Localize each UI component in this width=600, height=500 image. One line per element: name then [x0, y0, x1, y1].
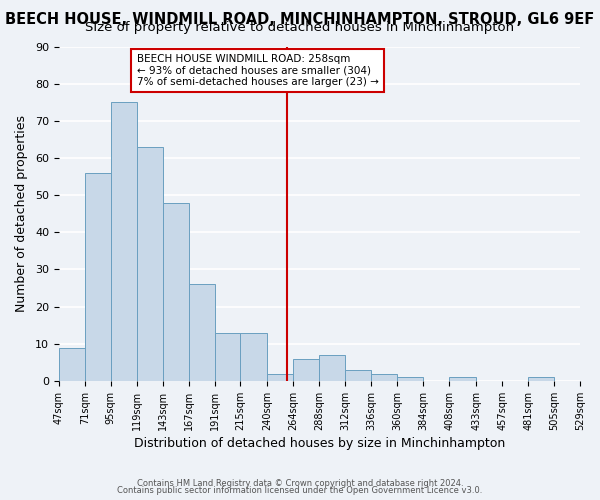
- Bar: [110, 102, 137, 381]
- Bar: [319, 355, 346, 381]
- Bar: [268, 374, 293, 381]
- Bar: [528, 377, 554, 381]
- Bar: [397, 377, 423, 381]
- Bar: [346, 370, 371, 381]
- Bar: [188, 284, 215, 381]
- Bar: [163, 202, 188, 381]
- Bar: [449, 377, 476, 381]
- Bar: [215, 332, 241, 381]
- Bar: [85, 173, 110, 381]
- X-axis label: Distribution of detached houses by size in Minchinhampton: Distribution of detached houses by size …: [134, 437, 505, 450]
- Bar: [137, 147, 163, 381]
- Y-axis label: Number of detached properties: Number of detached properties: [15, 115, 28, 312]
- Text: BEECH HOUSE, WINDMILL ROAD, MINCHINHAMPTON, STROUD, GL6 9EF: BEECH HOUSE, WINDMILL ROAD, MINCHINHAMPT…: [5, 12, 595, 26]
- Text: Size of property relative to detached houses in Minchinhampton: Size of property relative to detached ho…: [85, 22, 515, 35]
- Text: BEECH HOUSE WINDMILL ROAD: 258sqm
← 93% of detached houses are smaller (304)
7% : BEECH HOUSE WINDMILL ROAD: 258sqm ← 93% …: [137, 54, 379, 87]
- Bar: [293, 358, 319, 381]
- Bar: [371, 374, 397, 381]
- Text: Contains HM Land Registry data © Crown copyright and database right 2024.: Contains HM Land Registry data © Crown c…: [137, 478, 463, 488]
- Text: Contains public sector information licensed under the Open Government Licence v3: Contains public sector information licen…: [118, 486, 482, 495]
- Bar: [59, 348, 85, 381]
- Bar: [241, 332, 268, 381]
